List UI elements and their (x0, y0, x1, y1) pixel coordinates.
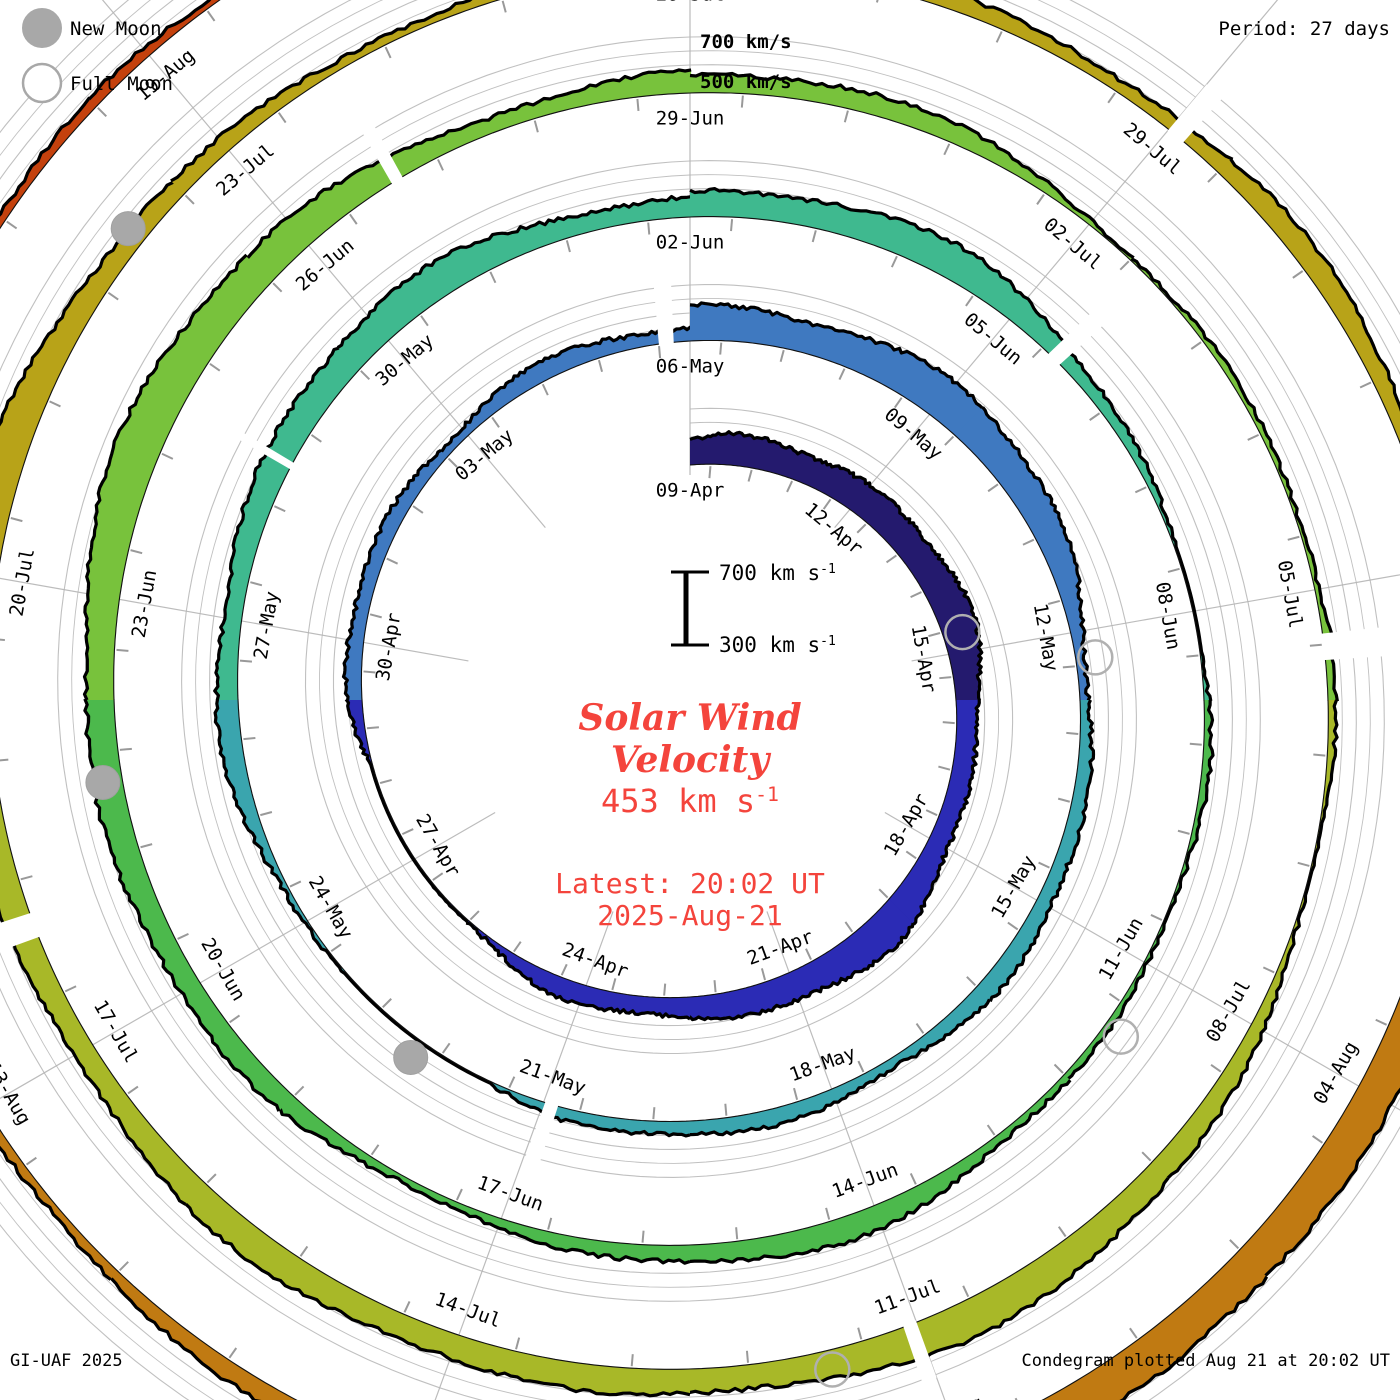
date-label: 06-May (656, 356, 725, 378)
new-moon-swatch (22, 8, 62, 48)
date-label: 09-Apr (656, 480, 725, 502)
chart-title-line1: Solar Wind (578, 697, 801, 739)
full-moon-marker (1102, 1018, 1140, 1055)
latest-time: Latest: 20:02 UT (555, 867, 825, 900)
credit-label: GI-UAF 2025 (10, 1351, 123, 1371)
new-moon-legend-label: New Moon (70, 18, 162, 40)
scale-bar: 700 km s-1 300 km s-1 (671, 561, 836, 657)
full-moon-marker (1077, 639, 1114, 676)
date-label: 02-Jun (656, 232, 725, 254)
date-label-group: 02-Jun (656, 232, 725, 254)
full-moon-legend-label: Full Moon (70, 73, 173, 95)
date-label-group: 29-Jun (656, 108, 725, 130)
scale-bar-bottom-label: 300 km s-1 (719, 633, 836, 657)
new-moon-marker (110, 211, 146, 247)
date-label-group: 06-May (656, 356, 725, 378)
moon-phase-markers (85, 211, 1140, 1388)
date-label: 26-Jul (656, 0, 725, 6)
full-moon-swatch (21, 62, 63, 104)
full-moon-marker (814, 1351, 851, 1388)
radial-label-700: 700 km/s (700, 31, 792, 53)
scale-bar-top-label: 700 km s-1 (719, 561, 836, 585)
plotted-label: Condegram plotted Aug 21 at 20:02 UT (1022, 1351, 1390, 1371)
current-value: 453 km s-1 (601, 782, 779, 820)
chart-title-line2: Velocity (611, 739, 771, 781)
date-label-group: 26-Jul (656, 0, 725, 6)
full-moon-marker (944, 613, 981, 651)
new-moon-marker (393, 1040, 429, 1075)
radial-label-500: 500 km/s (700, 71, 792, 93)
new-moon-marker (85, 765, 121, 800)
date-label-group: 09-Apr (656, 480, 725, 502)
date-label: 29-Jun (656, 108, 725, 130)
period-label: Period: 27 days (1218, 18, 1390, 40)
latest-date: 2025-Aug-21 (597, 899, 782, 932)
